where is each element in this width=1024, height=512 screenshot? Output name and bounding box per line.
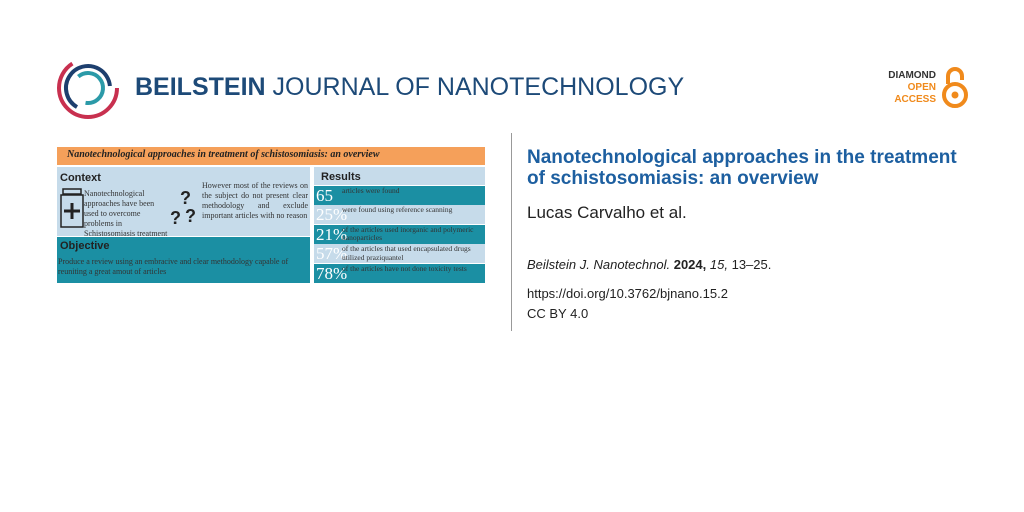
journal-name: BEILSTEIN JOURNAL OF NANOTECHNOLOGY [135,73,684,102]
license: CC BY 4.0 [527,306,589,321]
result-text: of the articles used inorganic and polym… [342,224,474,243]
results-header [314,167,485,185]
divider [511,133,512,331]
svg-text:?: ? [180,190,191,208]
result-row: 65 articles were found [314,186,485,205]
result-row: 78% of the articles have not done toxicit… [314,263,485,283]
result-figure: 21% [316,224,348,244]
badge-text: OPEN [907,82,936,93]
question-icon: ? ? ? [170,190,196,228]
result-text: of the articles that used encapsulated d… [342,244,471,262]
authors: Lucas Carvalho et al. [527,203,687,222]
badge-text: ACCESS [894,94,936,105]
objective-heading: Objective [60,240,110,252]
result-figure: 25% [316,205,348,225]
badge-text: DIAMOND [888,70,936,81]
objective-panel [57,237,310,283]
svg-text:?: ? [185,206,196,226]
result-row: 57% of the articles that used encapsulate… [314,244,485,264]
result-row: 21% of the articles used inorganic and po… [314,224,485,244]
context-left: Nanotechnological approaches have been u… [84,189,168,238]
ga-title: Nanotechnological approaches in treatmen… [57,147,485,165]
bottle-icon [60,188,84,228]
journal-logo [57,57,119,119]
svg-text:?: ? [170,208,181,228]
citation-journal: Beilstein J. Nanotechnol. [527,257,671,272]
result-figure: 57% [316,244,348,264]
article-title: Nanotechnological approaches in the trea… [527,147,957,189]
citation-pages: 13–25. [731,257,772,272]
result-text: were found using reference scanning [342,205,453,215]
brand: BEILSTEIN [135,73,266,101]
results-heading: Results [321,171,361,183]
open-access-icon [942,67,968,108]
result-figure: 78% [316,263,348,283]
doi[interactable]: https://doi.org/10.3762/bjnano.15.2 [527,286,728,301]
citation-year: 2024, [673,257,707,272]
citation: Beilstein J. Nanotechnol. 2024, 15, 13–2… [527,257,771,272]
journal: JOURNAL OF NANOTECHNOLOGY [272,73,685,101]
result-text: articles were found [342,186,400,195]
objective-text: Produce a review using an embracive and … [58,257,289,276]
context-heading: Context [60,172,101,184]
result-text: of the articles have not done toxicity t… [342,263,467,273]
result-row: 25% were found using reference scanning [314,205,485,225]
context-right: However most of the reviews on the subje… [202,181,308,220]
badge: DIAMOND OPEN ACCESS [870,70,936,106]
result-figure: 65 [316,186,333,205]
context-panel [57,167,310,236]
citation-volume: 15, [709,257,728,272]
